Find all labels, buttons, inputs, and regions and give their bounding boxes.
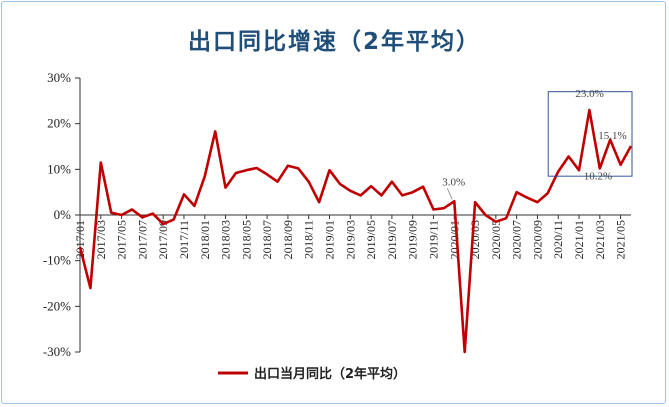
annotation-label: 3.0%	[442, 176, 465, 188]
x-tick-label: 2020/07	[510, 220, 524, 259]
x-tick-label: 2019/03	[343, 220, 357, 259]
x-tick-label: 2019/07	[385, 220, 399, 259]
series-line	[78, 108, 633, 354]
x-tick-label: 2017/03	[94, 220, 108, 259]
x-tick-label: 2018/01	[198, 220, 212, 259]
x-tick-label: 2018/05	[239, 220, 253, 259]
x-tick-label: 2019/01	[323, 220, 337, 259]
y-tick-label: 10%	[47, 161, 71, 176]
x-tick-label: 2020/05	[489, 220, 503, 259]
chart-title: 出口同比增速（2年平均）	[187, 29, 481, 55]
x-tick-label: 2019/05	[364, 220, 378, 259]
x-tick-label: 2019/11	[426, 220, 440, 259]
legend: 出口当月同比（2年平均）	[218, 366, 406, 382]
x-tick-label: 2018/07	[260, 220, 274, 259]
x-tick-label: 2019/09	[406, 220, 420, 259]
x-axis-ticks: 2017/01 2017/03 2017/05 2017/07 2017/09 2017/…	[73, 215, 628, 259]
x-tick-label: 2021/03	[593, 220, 607, 259]
x-tick-label: 2018/09	[281, 220, 295, 259]
x-tick-label: 2020/03	[468, 220, 482, 259]
x-tick-label: 2018/03	[219, 220, 233, 259]
annotation-label: 15.1%	[598, 130, 626, 142]
series-layer	[78, 108, 633, 354]
y-tick-label: -20%	[43, 298, 71, 313]
x-tick-label: 2021/01	[572, 220, 586, 259]
annotation-leader	[446, 188, 453, 200]
y-tick-label: 30%	[47, 70, 71, 85]
y-tick-label: 0%	[54, 207, 72, 222]
x-tick-label: 2020/09	[530, 220, 544, 259]
highlight-box	[547, 91, 633, 177]
y-axis-ticks: 30% 20% 10% 0% -10% -20% -30%	[43, 70, 80, 359]
x-tick-label: 2018/11	[302, 220, 316, 259]
x-tick-label: 2017/01	[73, 220, 87, 259]
annotation-label: 23.0%	[575, 88, 603, 100]
x-tick-label: 2021/05	[614, 220, 628, 259]
annotation-label: 10.2%	[584, 170, 612, 182]
x-tick-label: 2017/05	[115, 220, 129, 259]
annotations: 3.0% 23.0% 15.1% 10.2%	[442, 88, 627, 200]
y-tick-label: -30%	[43, 344, 71, 359]
highlight-rect	[547, 91, 633, 177]
x-tick-label: 2017/09	[156, 220, 170, 259]
y-tick-label: 20%	[47, 116, 71, 131]
x-tick-label: 2020/11	[551, 220, 565, 259]
y-tick-label: -10%	[43, 253, 71, 268]
x-tick-label: 2017/07	[135, 220, 149, 259]
x-tick-label: 2017/11	[177, 220, 191, 259]
legend-label: 出口当月同比（2年平均）	[254, 366, 406, 382]
